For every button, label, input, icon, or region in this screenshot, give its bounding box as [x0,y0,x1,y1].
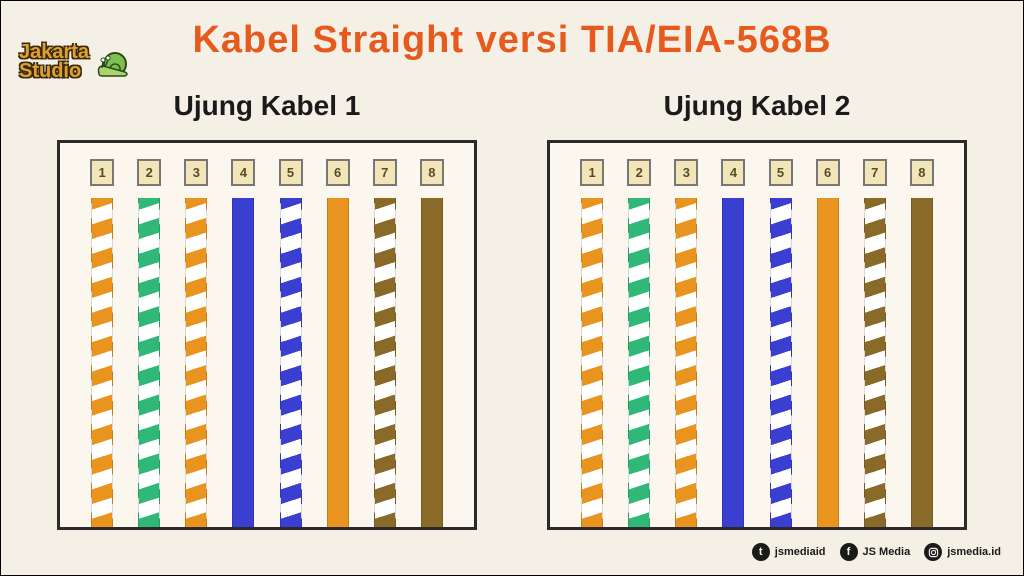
wire [722,198,744,527]
pin-label: 1 [580,159,604,186]
social-item: jsmedia.id [924,543,1001,561]
wire-slot: 7 [368,159,402,527]
social-links: t jsmediaid f JS Media jsmedia.id [752,543,1001,561]
logo: Jakarta Studio [19,43,133,81]
wire [91,198,113,527]
pin-label: 3 [674,159,698,186]
wire-slot: 6 [321,159,355,527]
wire-slot: 7 [858,159,892,527]
instagram-icon [924,543,942,561]
twitter-icon: t [752,543,770,561]
wire [581,198,603,527]
wire [911,198,933,527]
wire-slot: 2 [622,159,656,527]
pin-label: 4 [721,159,745,186]
wire-slot: 8 [415,159,449,527]
wire [770,198,792,527]
connector-right-title: Ujung Kabel 2 [547,90,967,122]
pin-label: 7 [373,159,397,186]
wire [280,198,302,527]
pin-label: 2 [627,159,651,186]
pin-label: 1 [90,159,114,186]
wire-slot: 1 [575,159,609,527]
pin-label: 5 [279,159,303,186]
wire [185,198,207,527]
wire [138,198,160,527]
page-title: Kabel Straight versi TIA/EIA-568B [1,19,1023,62]
connector-right-block: Ujung Kabel 2 12345678 [547,90,967,530]
facebook-icon: f [840,543,858,561]
connector-left: 12345678 [57,140,477,530]
wire [675,198,697,527]
connector-left-block: Ujung Kabel 1 12345678 [57,90,477,530]
connector-right: 12345678 [547,140,967,530]
social-item: t jsmediaid [752,543,826,561]
connectors-row: Ujung Kabel 1 12345678 Ujung Kabel 2 123… [1,90,1023,530]
wire [327,198,349,527]
pin-label: 7 [863,159,887,186]
wire [628,198,650,527]
pin-label: 3 [184,159,208,186]
pin-label: 6 [326,159,350,186]
wire-slot: 8 [905,159,939,527]
snail-icon [93,44,133,80]
social-handle: jsmediaid [775,546,826,558]
wire [817,198,839,527]
pin-label: 8 [420,159,444,186]
wire [421,198,443,527]
wire-slot: 3 [179,159,213,527]
wire-slot: 4 [226,159,260,527]
wire [232,198,254,527]
wire-slot: 3 [669,159,703,527]
wire-slot: 4 [716,159,750,527]
logo-line2: Studio [19,62,89,81]
pin-label: 2 [137,159,161,186]
pin-label: 8 [910,159,934,186]
social-handle: JS Media [863,546,911,558]
wire-slot: 5 [274,159,308,527]
pin-label: 5 [769,159,793,186]
wire-slot: 5 [764,159,798,527]
pin-label: 6 [816,159,840,186]
social-item: f JS Media [840,543,911,561]
social-handle: jsmedia.id [947,546,1001,558]
wire-slot: 2 [132,159,166,527]
wire-slot: 1 [85,159,119,527]
wire [864,198,886,527]
pin-label: 4 [231,159,255,186]
wire-slot: 6 [811,159,845,527]
wire [374,198,396,527]
connector-left-title: Ujung Kabel 1 [57,90,477,122]
